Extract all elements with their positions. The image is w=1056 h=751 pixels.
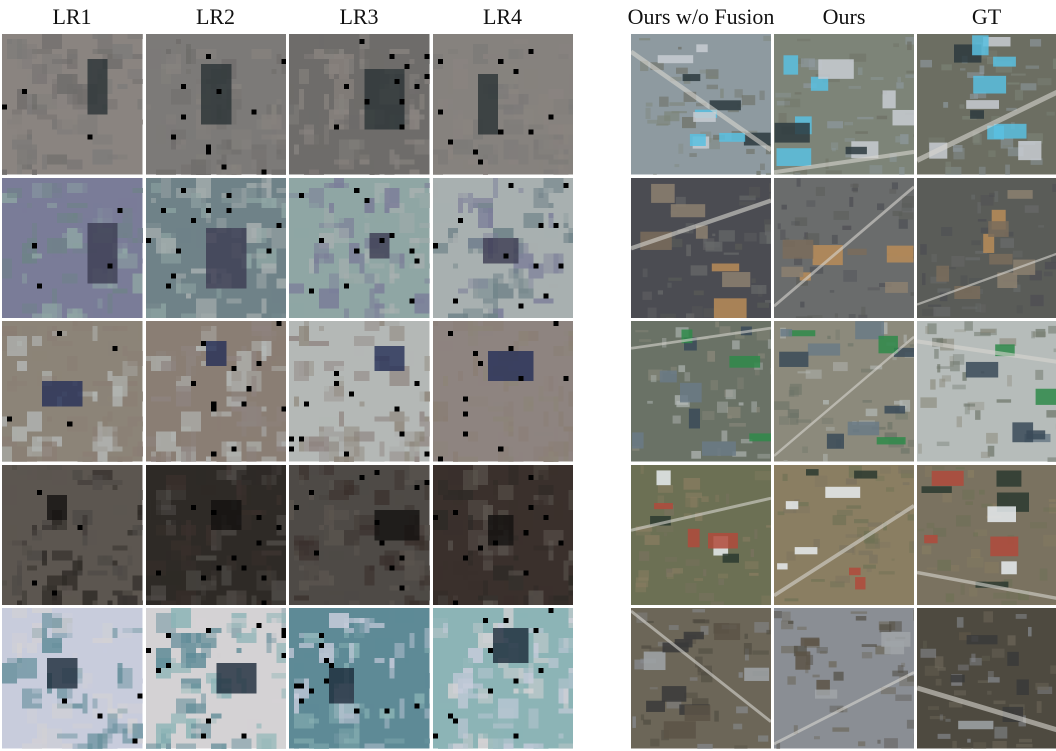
header-ours-wo-fusion: Ours w/o Fusion [627, 4, 775, 29]
tile-residential-blocks-ours [774, 34, 914, 175]
header-lr1: LR1 [52, 4, 92, 29]
tile-substation-field-gt [917, 608, 1056, 749]
tile-residential-blocks-lr3 [289, 34, 430, 175]
tile-residential-blocks-lr4 [432, 34, 573, 175]
tile-residential-blocks-gt [917, 34, 1056, 175]
tile-residential-blocks-lr2 [145, 34, 286, 175]
reconstruction-grid [631, 34, 1056, 749]
tile-campus-buildings-lr4 [432, 321, 573, 462]
tile-campus-buildings-lr1 [2, 321, 143, 462]
low-resolution-grid [2, 34, 573, 749]
tile-parking-lot-lr3 [289, 177, 430, 318]
tile-parking-lot-lr4 [432, 177, 573, 318]
tile-stadium-building-lr3 [289, 464, 430, 605]
tile-substation-field-lr4 [432, 608, 573, 749]
header-lr4: LR4 [482, 4, 523, 29]
tile-stadium-building-ours_wo_fusion [631, 464, 771, 605]
tile-substation-field-ours_wo_fusion [631, 608, 771, 749]
tile-substation-field-lr2 [145, 608, 286, 749]
tile-stadium-building-gt [917, 464, 1056, 605]
tile-substation-field-lr3 [289, 608, 430, 749]
tile-parking-lot-ours_wo_fusion [631, 177, 771, 318]
tile-campus-buildings-lr3 [289, 321, 430, 462]
tile-substation-field-ours [774, 608, 914, 749]
tile-campus-buildings-lr2 [145, 321, 286, 462]
tile-parking-lot-lr2 [145, 177, 286, 318]
header-ours: Ours [822, 4, 866, 29]
tile-parking-lot-gt [917, 177, 1056, 318]
header-lr2: LR2 [195, 4, 236, 29]
tile-residential-blocks-ours_wo_fusion [631, 34, 771, 175]
tile-residential-blocks-lr1 [2, 34, 143, 175]
tile-campus-buildings-ours_wo_fusion [631, 321, 771, 462]
tile-campus-buildings-ours [774, 321, 914, 462]
tile-stadium-building-lr4 [432, 464, 573, 605]
header-lr3: LR3 [339, 4, 379, 29]
tile-parking-lot-lr1 [2, 177, 143, 318]
tile-stadium-building-ours [774, 464, 914, 605]
tile-stadium-building-lr2 [145, 464, 286, 605]
tile-stadium-building-lr1 [2, 464, 143, 605]
tile-parking-lot-ours [774, 177, 914, 318]
header-gt: GT [971, 4, 1002, 29]
tile-campus-buildings-gt [917, 321, 1056, 462]
tile-substation-field-lr1 [2, 608, 143, 749]
